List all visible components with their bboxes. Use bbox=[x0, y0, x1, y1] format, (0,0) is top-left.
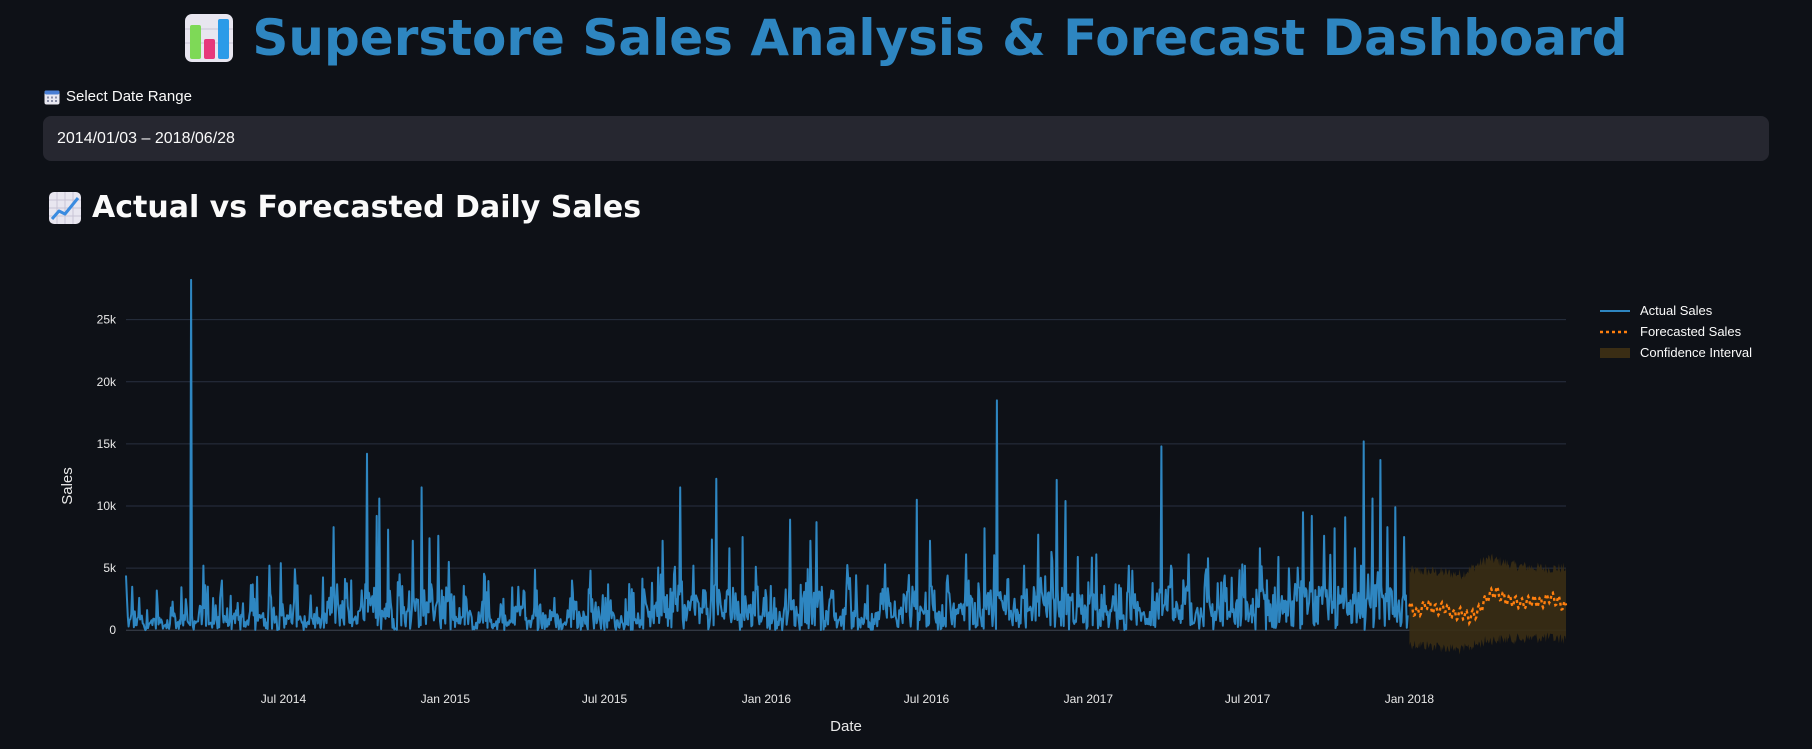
calendar-icon bbox=[44, 90, 60, 104]
legend-label: Forecasted Sales bbox=[1640, 324, 1742, 339]
section-heading: Actual vs Forecasted Daily Sales bbox=[48, 190, 641, 225]
legend-swatch-confidence bbox=[1600, 348, 1630, 358]
dashboard-header: Superstore Sales Analysis & Forecast Das… bbox=[0, 6, 1812, 70]
bar-chart-icon bbox=[185, 14, 234, 62]
x-tick-label: Jan 2015 bbox=[421, 692, 471, 706]
y-axis-title: Sales bbox=[59, 467, 76, 505]
y-tick-label: 10k bbox=[97, 499, 117, 513]
grid-layer bbox=[126, 319, 1566, 631]
date-range-label: Select Date Range bbox=[44, 88, 192, 105]
legend-label: Actual Sales bbox=[1640, 303, 1713, 318]
x-tick-label: Jan 2017 bbox=[1064, 692, 1114, 706]
date-range-input[interactable]: 2014/01/03 – 2018/06/28 bbox=[43, 116, 1769, 161]
confidence-band-layer bbox=[1409, 553, 1566, 655]
actual-sales-line bbox=[125, 278, 1409, 632]
y-tick-label: 15k bbox=[97, 437, 117, 451]
forecast-sales-line bbox=[1408, 585, 1568, 627]
x-tick-label: Jul 2015 bbox=[582, 692, 628, 706]
y-tick-label: 5k bbox=[103, 561, 117, 575]
x-tick-label: Jul 2017 bbox=[1225, 692, 1271, 706]
sales-chart: 0 5k 10k 15k 20k 25k Jul 2014 Jan 2015 Jul 2015… bbox=[59, 278, 1752, 735]
chart-increasing-icon bbox=[49, 191, 81, 224]
section-title: Actual vs Forecasted Daily Sales bbox=[92, 190, 642, 225]
actual-line-layer bbox=[125, 278, 1409, 632]
date-range-label-text: Select Date Range bbox=[66, 88, 192, 105]
x-tick-label: Jan 2018 bbox=[1385, 692, 1435, 706]
x-tick-labels: Jul 2014 Jan 2015 Jul 2015 Jan 2016 Jul 2016… bbox=[261, 692, 1435, 706]
chart-legend: Actual Sales Forecasted Sales Confidence I… bbox=[1600, 303, 1752, 360]
x-tick-label: Jul 2016 bbox=[904, 692, 950, 706]
x-tick-label: Jan 2016 bbox=[742, 692, 792, 706]
legend-label: Confidence Interval bbox=[1640, 345, 1752, 360]
y-tick-labels: 0 5k 10k 15k 20k 25k bbox=[97, 313, 117, 638]
confidence-band bbox=[1409, 553, 1566, 655]
y-tick-label: 25k bbox=[97, 313, 117, 327]
date-range-value: 2014/01/03 – 2018/06/28 bbox=[57, 129, 235, 147]
forecast-line-layer bbox=[1408, 585, 1568, 627]
x-tick-label: Jul 2014 bbox=[261, 692, 307, 706]
y-tick-label: 20k bbox=[97, 375, 117, 389]
page-title: Superstore Sales Analysis & Forecast Das… bbox=[252, 9, 1628, 67]
y-tick-label: 0 bbox=[109, 623, 116, 637]
x-axis-title: Date bbox=[830, 718, 862, 735]
